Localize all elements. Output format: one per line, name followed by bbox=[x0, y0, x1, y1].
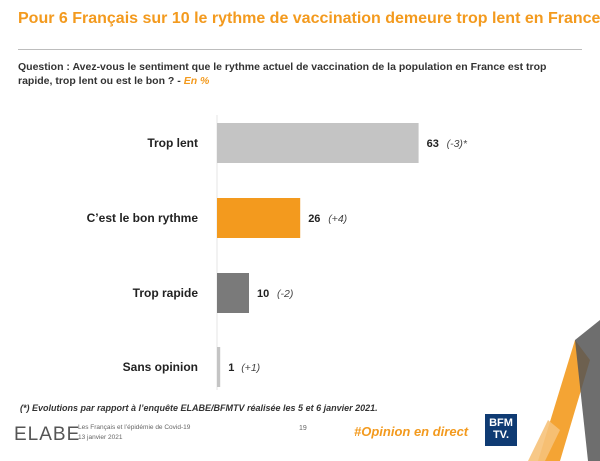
bar-change-label: (-2) bbox=[277, 288, 293, 300]
bfmtv-logo: BFM TV. bbox=[485, 414, 517, 446]
elabe-logo: ELABE bbox=[14, 424, 80, 446]
bar-value-label: 1 bbox=[228, 362, 234, 374]
question-body: Question : Avez-vous le sentiment que le… bbox=[18, 61, 547, 87]
elabe-logo-text: ELABE bbox=[14, 424, 81, 445]
bar bbox=[217, 123, 419, 163]
page-number: 19 bbox=[299, 425, 307, 432]
bar-change-label: (+1) bbox=[241, 362, 260, 374]
footnote: (*) Evolutions par rapport à l’enquête E… bbox=[20, 403, 378, 413]
bfm-logo-line2: TV. bbox=[492, 429, 510, 441]
source-date: 13 janvier 2021 bbox=[78, 434, 123, 441]
bfm-logo-line1: BFM bbox=[489, 417, 513, 429]
bar bbox=[217, 198, 301, 238]
category-label: Trop rapide bbox=[133, 286, 199, 300]
bar-chart: Trop lent 63 (-3)* C’est le bon rythme 26 (+4… bbox=[87, 115, 468, 390]
bar-value-label: 10 bbox=[257, 288, 269, 300]
bar-value-label: 63 bbox=[427, 138, 439, 150]
question-text: Question : Avez-vous le sentiment que le… bbox=[18, 60, 578, 88]
source-info: Les Français et l’épidémie de Covid-19 1… bbox=[78, 423, 190, 443]
source-title: Les Français et l’épidémie de Covid-19 bbox=[78, 424, 191, 431]
question-unit: En % bbox=[183, 75, 210, 87]
bar bbox=[217, 347, 221, 387]
page-title: Pour 6 Français sur 10 le rythme de vacc… bbox=[18, 10, 600, 27]
bar-change-label: (-3)* bbox=[447, 138, 468, 150]
bar-value-label: 26 bbox=[308, 213, 320, 225]
category-label: C’est le bon rythme bbox=[87, 211, 199, 225]
bar-change-label: (+4) bbox=[328, 213, 347, 225]
hashtag: #Opinion en direct bbox=[354, 424, 469, 439]
category-label: Sans opinion bbox=[123, 360, 198, 374]
bar bbox=[217, 273, 249, 313]
title-divider bbox=[18, 49, 582, 50]
category-label: Trop lent bbox=[147, 136, 198, 150]
